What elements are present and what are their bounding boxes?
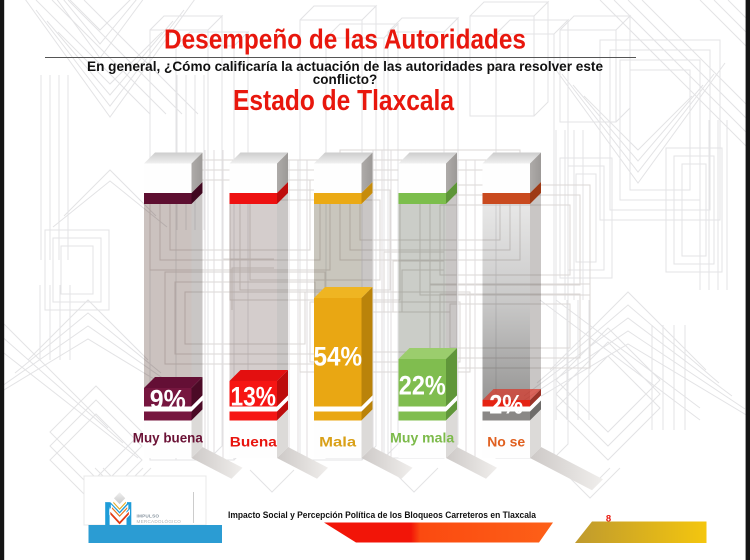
svg-text:Mala: Mala bbox=[319, 434, 356, 450]
svg-text:Buena: Buena bbox=[230, 434, 277, 450]
svg-text:22%: 22% bbox=[399, 371, 446, 401]
svg-text:Estado de Tlaxcala: Estado de Tlaxcala bbox=[233, 85, 455, 117]
svg-text:2%: 2% bbox=[489, 390, 523, 420]
svg-text:En general, ¿Cómo calificaría: En general, ¿Cómo calificaría la actuaci… bbox=[87, 59, 603, 74]
svg-text:13%: 13% bbox=[231, 382, 277, 412]
svg-text:MERCADOLÓGICO: MERCADOLÓGICO bbox=[137, 518, 182, 524]
svg-text:Impacto Social y Percepción Po: Impacto Social y Percepción Política de … bbox=[228, 510, 537, 520]
svg-text:9%: 9% bbox=[150, 385, 186, 415]
svg-text:Muy mala: Muy mala bbox=[390, 430, 454, 446]
svg-text:8: 8 bbox=[606, 514, 611, 525]
svg-text:54%: 54% bbox=[314, 342, 363, 372]
svg-text:IMPULSO: IMPULSO bbox=[137, 514, 160, 519]
svg-text:No se: No se bbox=[487, 434, 525, 450]
svg-text:Desempeño de las Autoridades: Desempeño de las Autoridades bbox=[164, 22, 526, 54]
svg-text:conflicto?: conflicto? bbox=[313, 72, 378, 87]
svg-text:Muy buena: Muy buena bbox=[133, 430, 203, 446]
